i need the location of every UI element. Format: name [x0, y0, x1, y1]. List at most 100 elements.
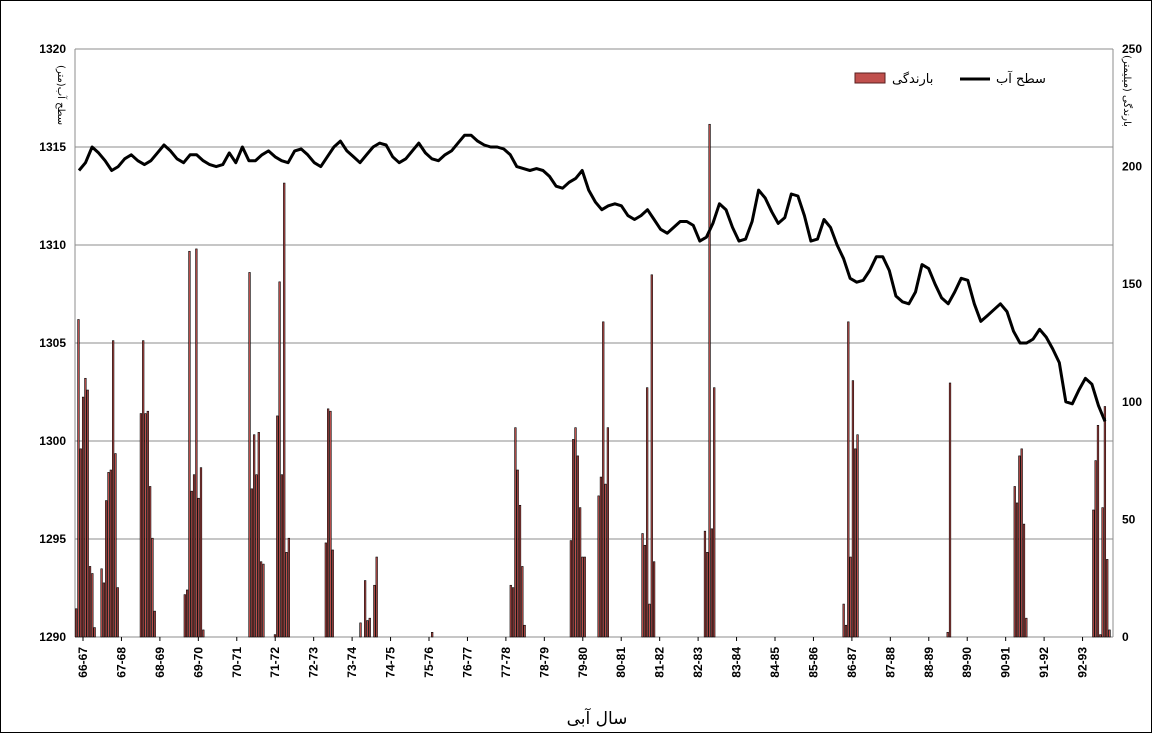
rain-bar	[366, 620, 369, 638]
rain-bar	[713, 387, 716, 638]
rain-bar	[652, 561, 656, 638]
left-tick-label: 1315	[39, 140, 66, 154]
rain-bar	[583, 556, 586, 638]
rain-bar	[327, 408, 330, 638]
x-tick-label: 80-81	[614, 647, 628, 678]
rain-bar	[190, 490, 193, 638]
rain-bar	[280, 474, 284, 638]
rain-bar	[255, 474, 258, 638]
right-tick-label: 50	[1122, 512, 1136, 526]
rain-bar	[364, 580, 367, 638]
rain-bar	[842, 603, 845, 638]
rain-bar	[646, 387, 649, 638]
rain-bar	[373, 584, 376, 638]
rain-bar	[86, 389, 89, 638]
right-tick-label: 0	[1122, 630, 1129, 644]
rain-bar	[273, 634, 277, 638]
x-tick-label: 72-73	[307, 647, 321, 678]
rain-bar	[948, 382, 952, 638]
rain-bar	[278, 281, 281, 638]
rain-bar	[431, 631, 434, 638]
x-tick-label: 71-72	[268, 647, 282, 678]
rain-bar	[331, 549, 334, 638]
rain-bar	[146, 410, 149, 638]
x-tick-label: 81-82	[653, 647, 667, 678]
rain-bar	[648, 603, 651, 638]
rain-bar	[285, 552, 288, 638]
x-tick-label: 82-83	[691, 647, 705, 678]
legend-rain-swatch	[854, 72, 886, 84]
rain-bar	[259, 561, 263, 638]
rain-bar	[114, 453, 117, 638]
rain-bar	[257, 432, 260, 638]
x-tick-label: 78-79	[537, 647, 551, 678]
x-tick-label: 75-76	[422, 647, 436, 678]
x-tick-label: 91-92	[1037, 647, 1051, 678]
rain-bar	[576, 455, 579, 638]
rain-bar	[250, 488, 253, 638]
right-tick-label: 250	[1122, 42, 1142, 56]
right-tick-label: 150	[1122, 277, 1142, 291]
rain-bar	[1015, 502, 1019, 638]
rain-bar	[91, 573, 94, 638]
rain-bar	[521, 566, 524, 638]
rain-bar	[572, 439, 575, 638]
x-tick-label: 69-70	[191, 647, 205, 678]
rain-bar	[88, 566, 92, 638]
legend: بارندگی سطح آب	[854, 70, 1046, 87]
rain-bar	[139, 413, 142, 638]
rain-bar	[144, 413, 147, 638]
left-tick-label: 1295	[39, 532, 66, 546]
x-tick-label: 85-86	[806, 647, 820, 678]
rain-bar	[199, 467, 203, 638]
rain-bar	[849, 556, 852, 638]
water-level-line	[77, 133, 1107, 422]
rain-bar	[1106, 559, 1109, 638]
legend-level-label: سطح آب	[996, 70, 1046, 87]
left-tick-label: 1320	[39, 42, 66, 56]
rain-bar	[188, 250, 191, 638]
rain-bar	[81, 396, 85, 638]
rain-bar	[102, 582, 106, 638]
rain-bar	[703, 530, 707, 638]
rain-bar	[844, 624, 848, 638]
rain-bar	[1103, 406, 1107, 638]
left-tick-label: 1300	[39, 434, 66, 448]
rain-bar	[650, 274, 653, 638]
rain-bar	[581, 556, 584, 638]
rain-bar	[509, 584, 512, 638]
rain-bar	[579, 507, 582, 638]
left-tick-label: 1310	[39, 238, 66, 252]
rain-bar	[1096, 425, 1100, 638]
rain-bar	[153, 610, 156, 638]
rain-bar	[708, 123, 711, 638]
rain-bar	[112, 340, 115, 638]
x-tick-label: 73-74	[345, 647, 359, 678]
x-tick-label: 90-91	[999, 647, 1013, 678]
rain-bar	[368, 617, 371, 638]
rain-bar	[514, 427, 517, 638]
rain-bar	[202, 629, 205, 638]
right-tick-label: 200	[1122, 160, 1142, 174]
rain-bar	[324, 542, 327, 638]
rain-bar	[1022, 523, 1026, 638]
x-axis-title: سال آبی	[567, 707, 628, 729]
rain-bar	[262, 563, 265, 638]
rain-bar	[151, 537, 154, 638]
rain-bar	[107, 472, 110, 638]
x-tick-label: 83-84	[730, 647, 744, 678]
right-axis-title: بارندگی (میلیمتر)	[1121, 55, 1133, 127]
rain-bar	[195, 248, 198, 638]
rain-bar	[856, 434, 859, 638]
rain-bar	[597, 495, 600, 638]
rain-bar	[847, 321, 850, 638]
rain-bar	[100, 568, 103, 638]
rain-bar	[276, 415, 279, 638]
gridlines	[74, 48, 1114, 638]
rain-bar	[599, 476, 603, 638]
rain-bar	[523, 624, 526, 638]
rain-bar	[706, 552, 709, 638]
rain-bar	[946, 631, 949, 638]
rain-bar	[1094, 460, 1097, 638]
